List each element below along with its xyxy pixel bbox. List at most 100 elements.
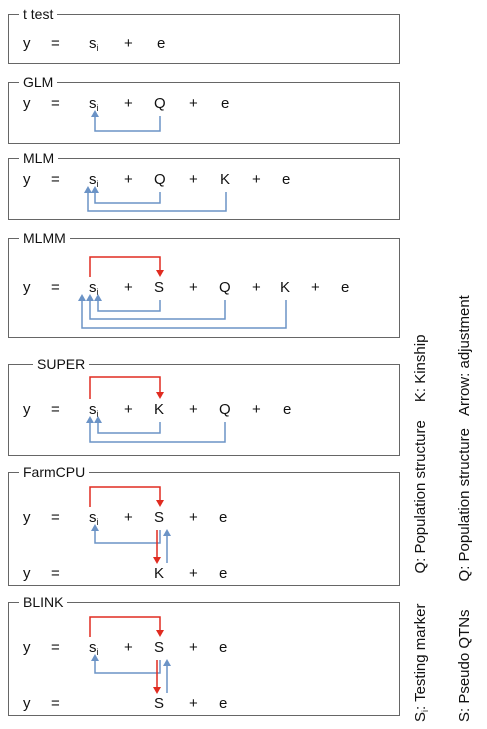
panel-title: MLMM xyxy=(19,230,70,246)
arrowhead xyxy=(163,659,171,666)
eq-plus: + xyxy=(124,401,133,418)
arrowhead xyxy=(94,416,102,423)
adjustment-arrows xyxy=(89,616,171,694)
arrow-si-to-k-red xyxy=(89,376,161,399)
eq-si: si xyxy=(89,401,99,419)
panel-title: MLM xyxy=(19,150,59,166)
adjustment-arrows xyxy=(86,376,226,443)
eq-plus: + xyxy=(124,95,133,112)
eq-e: e xyxy=(282,171,291,188)
eq-y: y xyxy=(23,509,31,526)
legend-population-structure-2: Q: Population structure xyxy=(456,428,473,582)
legend-column-1: Si: Testing marker Q: Population structur… xyxy=(412,335,434,722)
panel-t-test: t test y = si + e xyxy=(8,6,400,64)
eq-k: K xyxy=(280,279,291,296)
adjustment-arrows xyxy=(78,256,287,329)
arrowhead xyxy=(153,687,161,694)
eq-plus: + xyxy=(189,509,198,526)
arrowhead xyxy=(84,186,92,193)
arrow-k-to-si xyxy=(81,297,287,329)
arrow-s-to-si xyxy=(94,657,161,674)
legend-arrow-adjustment: Arrow: adjustment xyxy=(456,295,473,417)
arrow-s-to-si xyxy=(97,297,161,312)
eq-plus: + xyxy=(189,95,198,112)
arrowhead xyxy=(86,416,94,423)
eq2-equals: = xyxy=(51,695,60,712)
arrowhead xyxy=(78,294,86,301)
arrow-si-to-s-red xyxy=(89,616,161,637)
panel-title: GLM xyxy=(19,74,58,90)
arrowhead xyxy=(91,654,99,661)
eq2-plus: + xyxy=(189,695,198,712)
eq-e: e xyxy=(219,639,228,656)
eq-s-pseudo: S xyxy=(154,509,165,526)
panel-mlmm: MLMM y = si + S + Q + K + e xyxy=(8,230,400,338)
arrowhead xyxy=(91,110,99,117)
eq2-k: K xyxy=(154,565,165,582)
eq-plus: + xyxy=(189,171,198,188)
panel-glm: GLM y = si + Q + e xyxy=(8,74,400,144)
eq2-y: y xyxy=(23,695,31,712)
eq-equals: = xyxy=(51,95,60,112)
eq2-e: e xyxy=(219,695,228,712)
eq-e: e xyxy=(283,401,292,418)
eq-plus: + xyxy=(252,171,261,188)
eq-k: K xyxy=(220,171,231,188)
eq2-plus: + xyxy=(189,565,198,582)
eq-e: e xyxy=(219,509,228,526)
arrowhead xyxy=(86,294,94,301)
adjustment-arrows xyxy=(89,486,171,564)
eq-si: si xyxy=(89,35,99,53)
arrowhead xyxy=(156,270,164,277)
eq-equals: = xyxy=(51,509,60,526)
arrow-q-to-si xyxy=(94,113,161,132)
arrowhead xyxy=(156,630,164,637)
eq2-e: e xyxy=(219,565,228,582)
eq-y: y xyxy=(23,35,31,52)
eq-plus: + xyxy=(252,279,261,296)
panel-mlm: MLM y = si + Q + K + e xyxy=(8,150,400,220)
panel-farmcpu: FarmCPU y = si + S + e y = K + e xyxy=(8,464,400,586)
arrowhead xyxy=(91,524,99,531)
arrow-q-to-si xyxy=(89,419,226,443)
eq-equals: = xyxy=(51,639,60,656)
legend-kinship: K: Kinship xyxy=(412,334,429,403)
panel-super: SUPER y = si + K + Q + e xyxy=(8,356,400,456)
eq-plus: + xyxy=(189,401,198,418)
arrow-si-to-s-red xyxy=(89,256,161,277)
eq-equals: = xyxy=(51,35,60,52)
eq-y: y xyxy=(23,171,31,188)
eq-equals: = xyxy=(51,401,60,418)
eq-e: e xyxy=(221,95,230,112)
panel-title: SUPER xyxy=(33,356,90,372)
legend-population-structure: Q: Population structure xyxy=(412,420,429,574)
eq-si: si xyxy=(89,639,99,657)
eq-plus: + xyxy=(124,35,133,52)
eq-si: si xyxy=(89,95,99,113)
eq-si: si xyxy=(89,509,99,527)
eq-q: Q xyxy=(219,401,231,418)
eq-q: Q xyxy=(154,171,166,188)
eq-q: Q xyxy=(219,279,231,296)
arrow-k-to-si xyxy=(97,419,161,434)
eq-s-pseudo: S xyxy=(154,279,165,296)
eq-plus: + xyxy=(124,279,133,296)
legend-column-2: S: Pseudo QTNs Q: Population structure Arr… xyxy=(456,295,474,722)
panel-title: BLINK xyxy=(19,594,68,610)
panel-title: t test xyxy=(19,6,58,22)
arrowhead xyxy=(156,500,164,507)
arrow-s-to-si xyxy=(94,527,161,544)
eq-e: e xyxy=(157,35,166,52)
eq-plus: + xyxy=(124,509,133,526)
eq-q: Q xyxy=(154,95,166,112)
eq-plus: + xyxy=(252,401,261,418)
panel-title: FarmCPU xyxy=(19,464,90,480)
eq-si: si xyxy=(89,279,99,297)
panel-blink: BLINK y = si + S + e y = S + e xyxy=(8,594,400,716)
eq-plus: + xyxy=(124,639,133,656)
arrowhead xyxy=(156,392,164,399)
arrowhead xyxy=(153,557,161,564)
arrowhead xyxy=(94,294,102,301)
eq2-y: y xyxy=(23,565,31,582)
eq-e: e xyxy=(341,279,350,296)
